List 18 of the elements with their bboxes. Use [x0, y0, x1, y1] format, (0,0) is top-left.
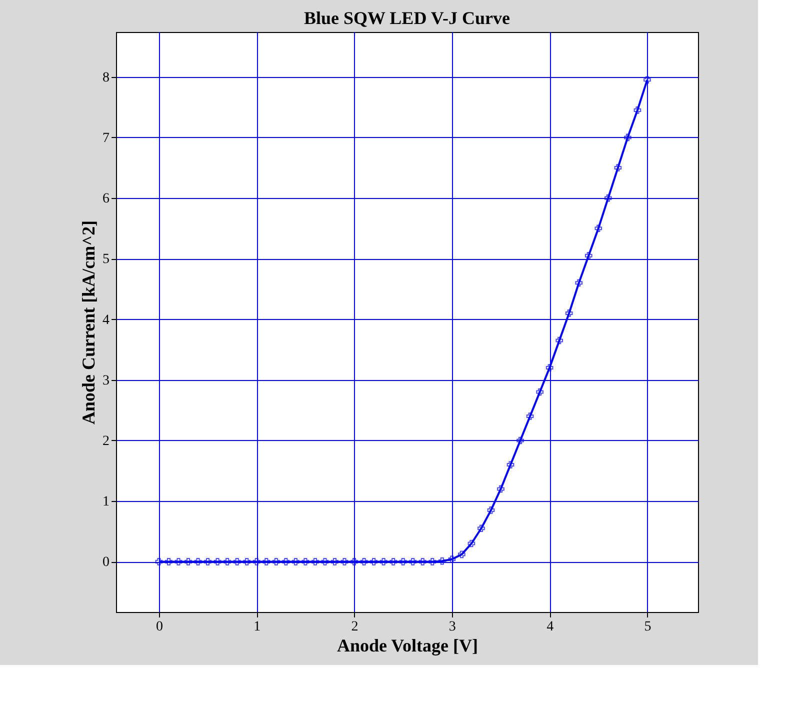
y-tick-label: 8: [102, 70, 110, 86]
y-tick-label: 7: [102, 130, 110, 146]
y-tick-label: 2: [102, 434, 110, 449]
x-axis-title: Anode Voltage [V]: [336, 636, 478, 656]
x-tick-label: 0: [156, 620, 163, 634]
y-tick-label: 5: [102, 252, 110, 268]
y-axis-title: Anode Current [kA/cm^2]: [78, 220, 98, 425]
y-tick-label: 3: [102, 373, 110, 388]
x-tick-label: 4: [546, 620, 554, 634]
y-tick-label: 0: [102, 555, 110, 570]
x-tick-label: 5: [644, 620, 652, 634]
chart-subtitle: Blue SQW LED V-J Curve: [304, 8, 510, 28]
x-tick-label: 3: [448, 620, 456, 634]
x-tick-label: 2: [351, 620, 358, 634]
y-tick-label: 6: [102, 192, 110, 207]
x-tick-label: 1: [254, 620, 261, 634]
y-tick-label: 1: [102, 494, 110, 510]
y-tick-label: 4: [102, 312, 110, 328]
